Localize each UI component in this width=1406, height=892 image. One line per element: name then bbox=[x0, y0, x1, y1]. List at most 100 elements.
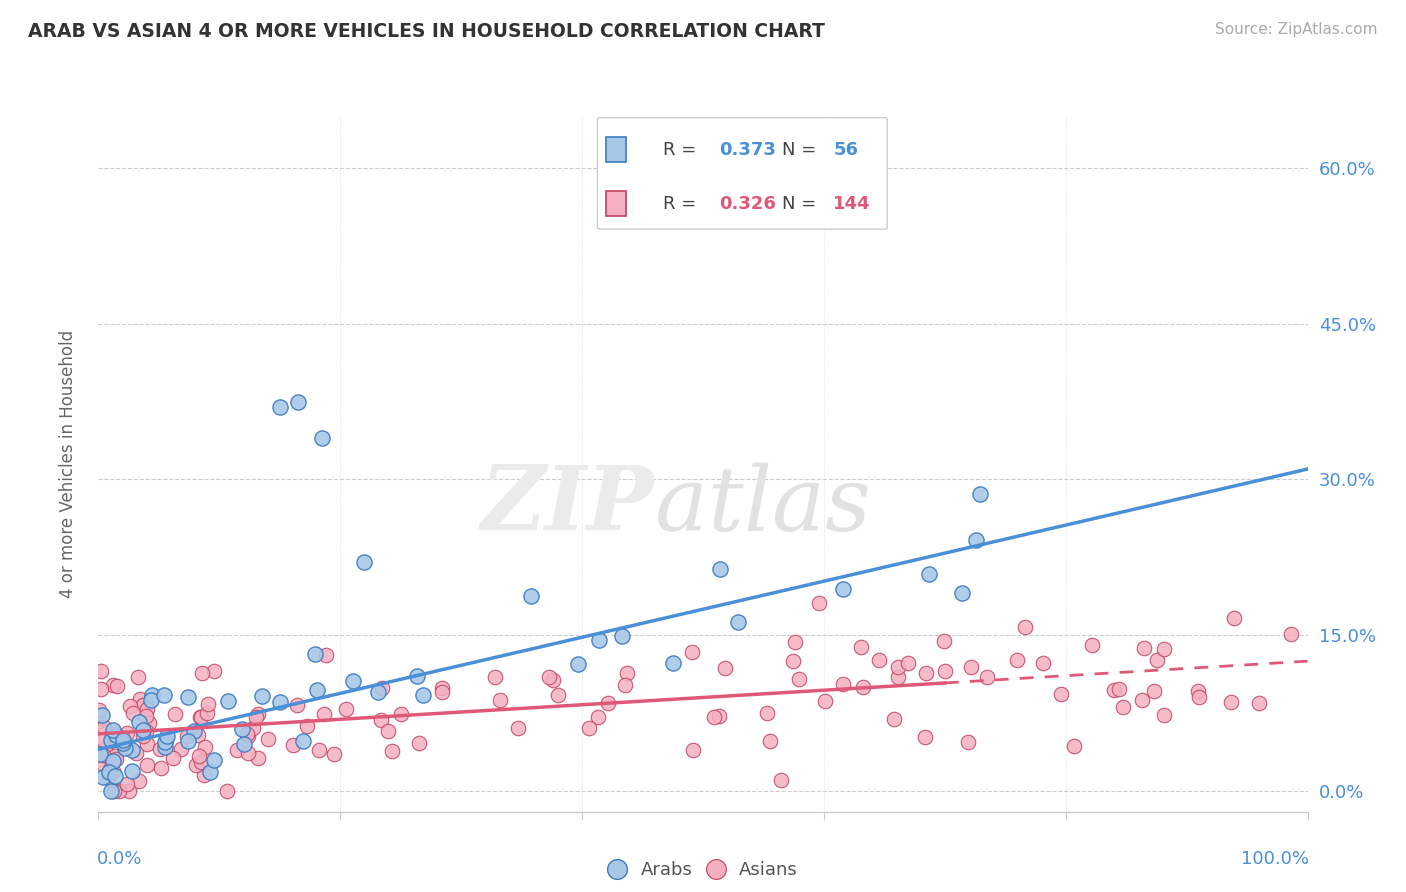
Point bbox=[887, 670, 910, 684]
Point bbox=[353, 556, 375, 570]
Point bbox=[127, 670, 149, 684]
Point bbox=[152, 689, 174, 703]
Point bbox=[217, 694, 239, 708]
Point bbox=[381, 744, 404, 758]
Point bbox=[787, 672, 810, 686]
Point bbox=[769, 773, 792, 788]
Point bbox=[103, 732, 125, 747]
Point bbox=[1063, 739, 1085, 753]
Point bbox=[118, 784, 141, 798]
Point bbox=[138, 715, 160, 730]
Point bbox=[139, 693, 162, 707]
Point bbox=[225, 743, 247, 757]
Point bbox=[832, 582, 855, 597]
Point bbox=[323, 747, 346, 761]
Point bbox=[596, 696, 619, 710]
Point bbox=[852, 681, 875, 695]
Point bbox=[849, 640, 872, 654]
Point bbox=[101, 723, 124, 738]
Point bbox=[120, 699, 142, 714]
Point bbox=[727, 615, 749, 629]
Point bbox=[101, 727, 124, 741]
Point bbox=[100, 733, 122, 747]
Point bbox=[163, 706, 186, 721]
Point bbox=[114, 740, 136, 755]
Point bbox=[1032, 657, 1054, 671]
Point bbox=[578, 721, 600, 735]
Point bbox=[897, 656, 920, 670]
Text: ZIP: ZIP bbox=[481, 462, 655, 549]
Point bbox=[115, 777, 138, 791]
Point bbox=[537, 670, 560, 684]
Point bbox=[1249, 696, 1271, 710]
Point bbox=[586, 710, 609, 724]
Point bbox=[965, 533, 987, 547]
Point bbox=[236, 729, 259, 743]
Point bbox=[93, 757, 115, 772]
Point bbox=[1143, 684, 1166, 698]
Point bbox=[915, 666, 938, 681]
Point bbox=[1153, 641, 1175, 656]
Point bbox=[508, 721, 530, 735]
Text: R =: R = bbox=[662, 194, 696, 212]
Point bbox=[371, 681, 394, 695]
Point bbox=[785, 635, 807, 649]
Point bbox=[93, 747, 115, 762]
Point bbox=[1005, 653, 1028, 667]
Point bbox=[1108, 682, 1130, 697]
Point bbox=[430, 681, 453, 695]
Legend: Arabs, Asians: Arabs, Asians bbox=[600, 854, 806, 886]
Point bbox=[389, 706, 412, 721]
Point bbox=[1104, 682, 1126, 697]
Point bbox=[1223, 611, 1246, 625]
Point bbox=[614, 678, 637, 692]
Text: R =: R = bbox=[662, 141, 696, 159]
Point bbox=[1112, 700, 1135, 714]
Point bbox=[312, 707, 335, 722]
Point bbox=[93, 742, 115, 756]
Point bbox=[610, 629, 633, 643]
Point bbox=[170, 741, 193, 756]
Point bbox=[969, 487, 991, 501]
Point bbox=[703, 710, 725, 724]
Point bbox=[97, 770, 120, 784]
Point bbox=[98, 762, 121, 776]
Point bbox=[90, 682, 112, 697]
Point bbox=[187, 748, 209, 763]
Point bbox=[914, 730, 936, 744]
Point bbox=[233, 737, 256, 751]
Point bbox=[90, 664, 112, 678]
Point bbox=[567, 657, 589, 672]
Point bbox=[91, 770, 114, 784]
Point bbox=[103, 769, 125, 783]
Point bbox=[405, 668, 427, 682]
Point bbox=[190, 666, 212, 681]
Point bbox=[108, 784, 131, 798]
Point bbox=[547, 688, 569, 702]
Point bbox=[87, 714, 110, 728]
Point bbox=[136, 737, 159, 751]
Text: 0.373: 0.373 bbox=[720, 141, 776, 159]
Point bbox=[108, 730, 131, 744]
Point bbox=[1153, 708, 1175, 723]
Point bbox=[149, 742, 172, 756]
Point bbox=[976, 670, 998, 684]
Point bbox=[231, 722, 253, 736]
Point bbox=[308, 743, 330, 757]
Point bbox=[242, 721, 264, 735]
Point bbox=[315, 648, 337, 662]
Point bbox=[150, 761, 173, 775]
Point bbox=[367, 684, 389, 698]
Point bbox=[101, 678, 124, 692]
Point bbox=[662, 656, 685, 670]
Point bbox=[709, 561, 731, 575]
Point bbox=[90, 708, 112, 723]
Point bbox=[197, 697, 219, 711]
Point bbox=[136, 702, 159, 716]
Point bbox=[128, 691, 150, 706]
Point bbox=[269, 400, 291, 414]
Text: ARAB VS ASIAN 4 OR MORE VEHICLES IN HOUSEHOLD CORRELATION CHART: ARAB VS ASIAN 4 OR MORE VEHICLES IN HOUS… bbox=[28, 22, 825, 41]
Point bbox=[868, 653, 890, 667]
Point bbox=[153, 740, 176, 755]
Point bbox=[184, 758, 207, 772]
